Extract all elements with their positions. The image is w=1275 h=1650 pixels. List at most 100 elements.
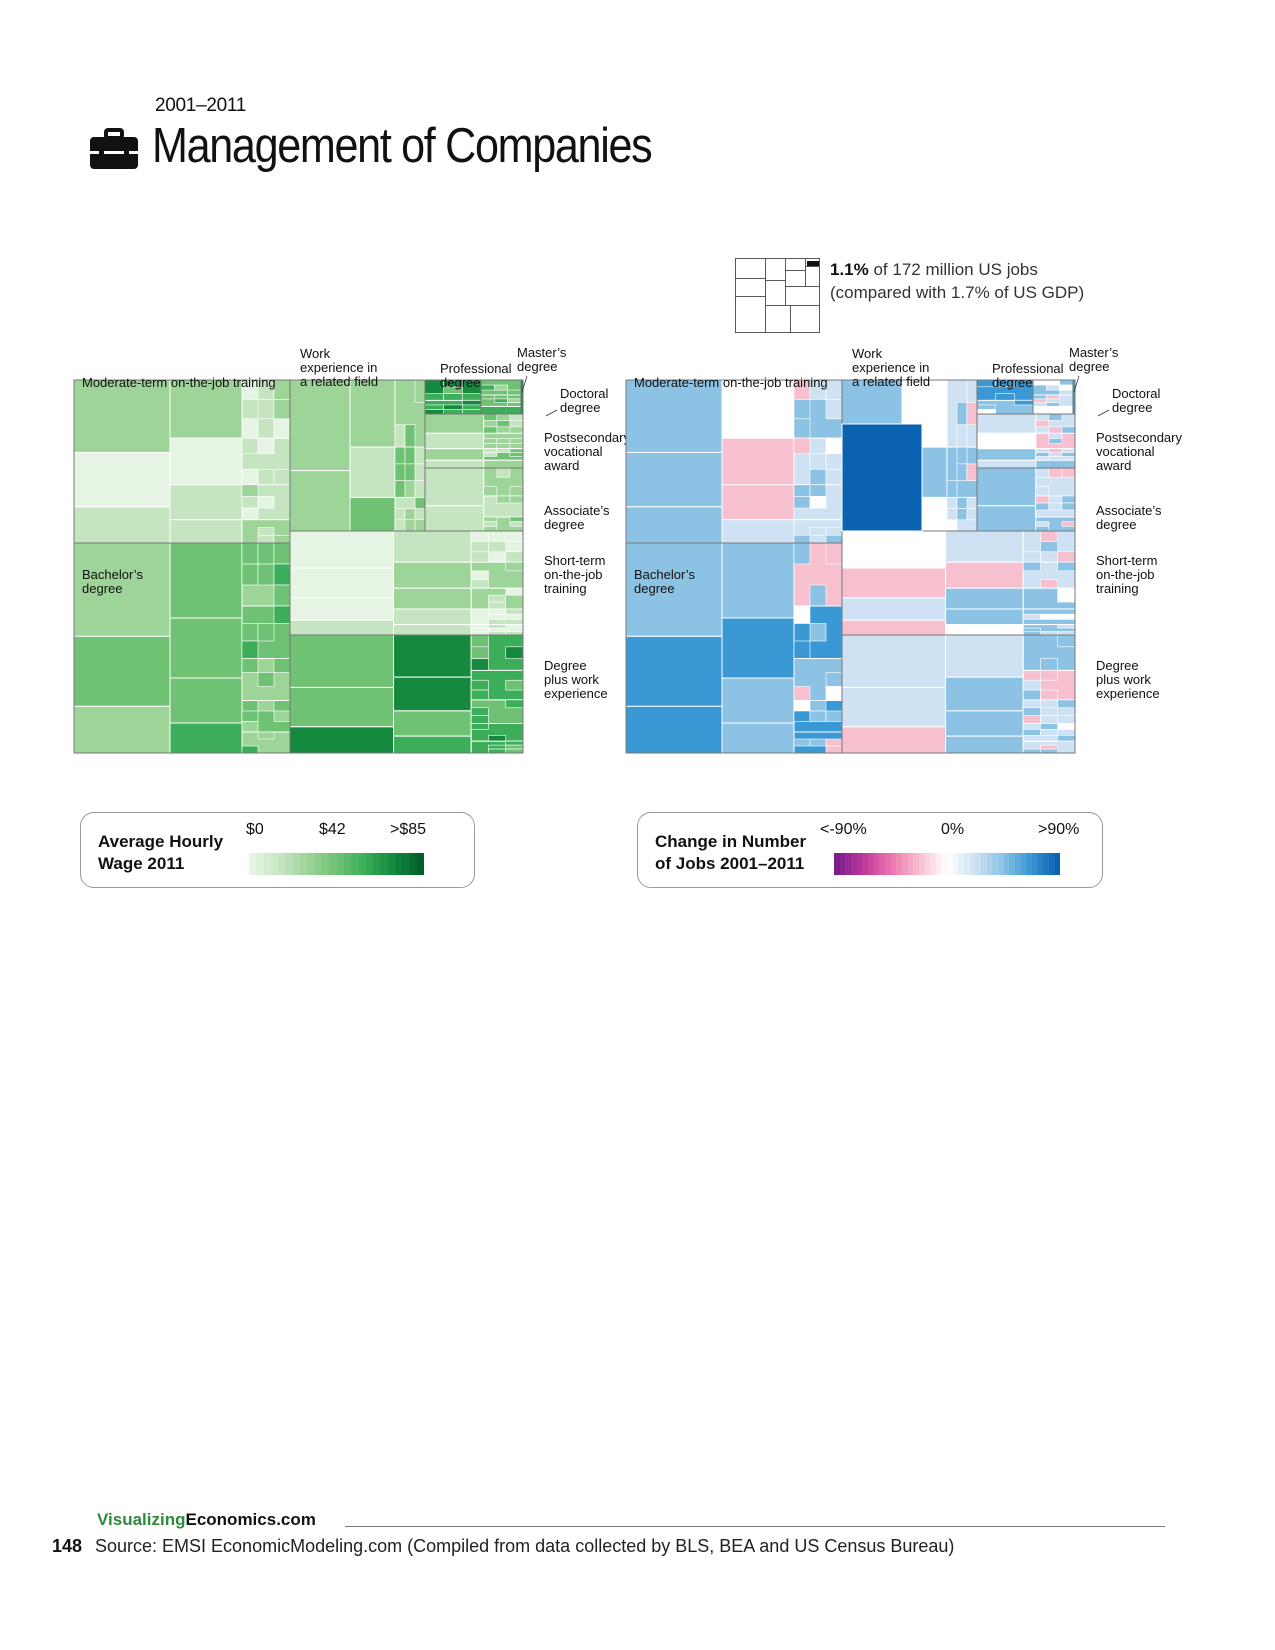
label-work-1: Work bbox=[852, 346, 883, 361]
label-shortterm-3: training bbox=[544, 581, 587, 596]
treemap-cell bbox=[169, 519, 243, 544]
treemap-cell bbox=[841, 619, 947, 636]
treemap-cell bbox=[509, 413, 524, 421]
label-shortterm-1: Short-term bbox=[544, 553, 605, 568]
ramp-step bbox=[890, 853, 897, 875]
treemap-cell bbox=[1061, 467, 1076, 478]
treemap-cell bbox=[394, 446, 406, 465]
treemap-cell bbox=[241, 418, 259, 439]
treemap-cell bbox=[241, 496, 259, 509]
treemap-cell bbox=[443, 404, 463, 410]
label-bachelors-1: Bachelor’s bbox=[634, 567, 695, 582]
treemap-cell bbox=[809, 738, 827, 747]
ramp-step bbox=[1003, 853, 1010, 875]
treemap-cell bbox=[257, 437, 275, 455]
treemap-cell bbox=[721, 722, 795, 754]
treemap-cell bbox=[414, 379, 426, 403]
treemap-cell-highlight bbox=[841, 423, 923, 532]
treemap-cell bbox=[1035, 420, 1050, 428]
treemap-cell bbox=[966, 379, 978, 403]
ramp-step bbox=[416, 853, 425, 875]
treemap-cell bbox=[1057, 561, 1076, 572]
treemap-cell bbox=[505, 748, 524, 754]
label-postsecondary-3: award bbox=[1096, 458, 1131, 473]
ramp-step bbox=[373, 853, 381, 875]
ramp-step bbox=[292, 853, 301, 875]
treemap-cell bbox=[462, 409, 482, 415]
treemap-cell bbox=[273, 379, 291, 400]
label-associates-2: degree bbox=[1096, 517, 1136, 532]
treemap-cell bbox=[488, 594, 507, 603]
ramp-step bbox=[1020, 853, 1027, 875]
treemap-cell bbox=[394, 508, 406, 521]
wage-tick-min: $0 bbox=[246, 821, 264, 838]
treemap-cell bbox=[241, 623, 259, 642]
treemap-cell bbox=[509, 426, 524, 434]
treemap-cell bbox=[809, 468, 827, 486]
ramp-step bbox=[256, 853, 264, 875]
treemap-cell bbox=[289, 634, 395, 688]
treemap-cell bbox=[393, 710, 472, 737]
treemap-cell bbox=[1022, 689, 1041, 701]
treemap-cell bbox=[393, 561, 472, 589]
treemap-cell bbox=[1046, 394, 1060, 400]
treemap-cell bbox=[1061, 452, 1076, 457]
treemap-cell bbox=[841, 567, 947, 599]
treemap-cell bbox=[505, 587, 524, 596]
treemap-cell bbox=[1022, 699, 1041, 709]
label-associates-2: degree bbox=[544, 517, 584, 532]
treemap-cell bbox=[169, 722, 243, 754]
treemap-cell bbox=[257, 418, 275, 439]
treemap-cell bbox=[966, 402, 978, 426]
treemap-cell bbox=[488, 619, 507, 625]
treemap-cell bbox=[483, 426, 498, 434]
treemap-cell bbox=[625, 451, 723, 508]
treemap-cell bbox=[470, 570, 489, 580]
label-work-1: Work bbox=[300, 346, 331, 361]
label-shortterm-3: training bbox=[1096, 581, 1139, 596]
treemap-cell bbox=[241, 507, 259, 521]
treemap-cell bbox=[976, 432, 1037, 450]
ramp-step bbox=[1048, 853, 1055, 875]
label-bachelors-1: Bachelor’s bbox=[82, 567, 143, 582]
treemap-cell bbox=[825, 686, 843, 701]
source-note: Source: EMSI EconomicModeling.com (Compi… bbox=[95, 1536, 955, 1556]
treemap-cell bbox=[73, 635, 171, 707]
jobs-share-text: 1.1% of 172 million US jobs (compared wi… bbox=[830, 258, 1084, 304]
label-masters-2: degree bbox=[517, 359, 557, 374]
treemap-cell bbox=[976, 409, 996, 415]
treemap-cell bbox=[825, 745, 843, 754]
ramp-step bbox=[930, 853, 936, 875]
treemap-cell bbox=[793, 738, 811, 747]
treemap-cell bbox=[488, 631, 507, 636]
treemap-cell bbox=[841, 634, 947, 688]
treemap-cell bbox=[470, 627, 489, 632]
label-degree-work-2: plus work bbox=[544, 672, 599, 687]
treemap-cell bbox=[793, 605, 811, 624]
treemap-cell bbox=[1057, 631, 1076, 636]
ramp-step bbox=[351, 853, 359, 875]
page-number: 148 bbox=[52, 1536, 83, 1556]
treemap-cell bbox=[241, 437, 259, 455]
treemap-cell bbox=[414, 446, 426, 465]
treemap-cell bbox=[257, 731, 275, 740]
treemap-cell bbox=[273, 534, 291, 544]
treemap-cell bbox=[289, 530, 395, 569]
treemap-cell bbox=[488, 748, 507, 754]
change-legend-title: Change in Number of Jobs 2001–2011 bbox=[655, 831, 806, 875]
treemap-cell bbox=[404, 480, 416, 498]
treemap-cell bbox=[505, 530, 524, 542]
ramp-step bbox=[975, 853, 982, 875]
ramp-step bbox=[380, 853, 388, 875]
treemap-cell bbox=[505, 744, 524, 750]
label-professional-1: Professional bbox=[992, 361, 1064, 376]
treemap-cell bbox=[257, 534, 275, 544]
treemap-cell bbox=[793, 700, 811, 712]
label-bachelors-2: degree bbox=[634, 581, 674, 596]
treemap-cell bbox=[480, 394, 495, 400]
treemap-cell bbox=[496, 443, 511, 450]
treemap-cell bbox=[505, 631, 524, 636]
treemap-cell bbox=[625, 635, 723, 707]
treemap-cell bbox=[1061, 495, 1076, 504]
treemap-cell bbox=[841, 530, 947, 569]
